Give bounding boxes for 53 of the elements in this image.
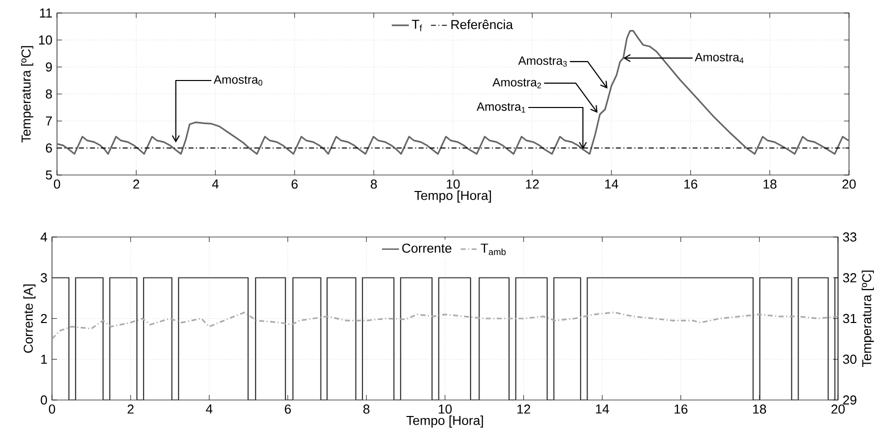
y-tick-label: 6 [46,143,52,153]
x-tick-label: 2 [133,180,140,189]
y2-tick-label: 33 [843,232,856,242]
y-tick-label: 8 [46,89,52,99]
y2-tick-label: 32 [843,273,856,282]
x-tick-label: 8 [363,404,370,414]
y-tick-label: 5 [46,170,52,180]
y2-tick-label: 29 [843,395,856,405]
line-series [57,30,850,155]
y-tick-label: 9 [46,62,52,72]
annotation: Amostra$_{1}$ [476,102,526,113]
y2-tick-label: 30 [843,354,856,364]
x-tick-label: 8 [370,180,377,189]
x-tick-label: 18 [753,404,766,414]
x-tick-label: 12 [517,404,530,414]
annotation: Amostra$_{0}$ [214,75,262,86]
annotation: Amostra$_{4}$ [694,53,744,64]
annotation: Amostra$_{3}$ [518,56,567,67]
x-axis-title: Tempo [Hora] [414,190,491,203]
y2-axis-title: Temperatura [ºC] [862,270,874,367]
y-axis-title: Temperatura [ºC] [21,46,34,142]
legend-label: T$_{amb}$ [480,244,506,256]
x-tick-label: 0 [54,180,60,189]
x-tick-label: 10 [446,180,460,189]
legend-label: Referência [451,20,514,30]
x-tick-label: 20 [831,404,845,414]
x-tick-label: 16 [674,404,688,414]
x-tick-label: 6 [284,404,291,414]
x-tick-label: 18 [764,180,776,189]
x-tick-label: 4 [206,404,212,414]
y-tick-label: 11 [40,8,52,18]
x-tick-label: 14 [596,404,610,414]
x-tick-label: 12 [526,180,539,189]
legend-label: Corrente [402,244,452,253]
y-tick-label: 7 [46,116,52,126]
x-tick-label: 16 [684,180,698,189]
y-axis-title: Corrente [A] [23,284,36,353]
legend-label: T$_{f}$ [412,20,422,32]
annotation: Amostra$_{2}$ [492,78,541,88]
y2-tick-label: 31 [843,314,856,324]
y-tick-label: 3 [40,273,47,282]
x-tick-label: 10 [438,404,452,414]
y-tick-label: 2 [40,314,47,324]
x-tick-label: 14 [605,180,618,188]
x-axis-title: Tempo [Hora] [406,416,483,428]
y-tick-label: 10 [39,35,52,45]
y-tick-label: 4 [40,232,48,242]
x-tick-label: 6 [292,180,298,189]
x-tick-label: 4 [212,180,219,188]
y-tick-label: 1 [41,354,47,364]
x-tick-label: 20 [842,180,856,189]
x-tick-label: 2 [128,404,134,414]
y-tick-label: 0 [40,395,47,405]
